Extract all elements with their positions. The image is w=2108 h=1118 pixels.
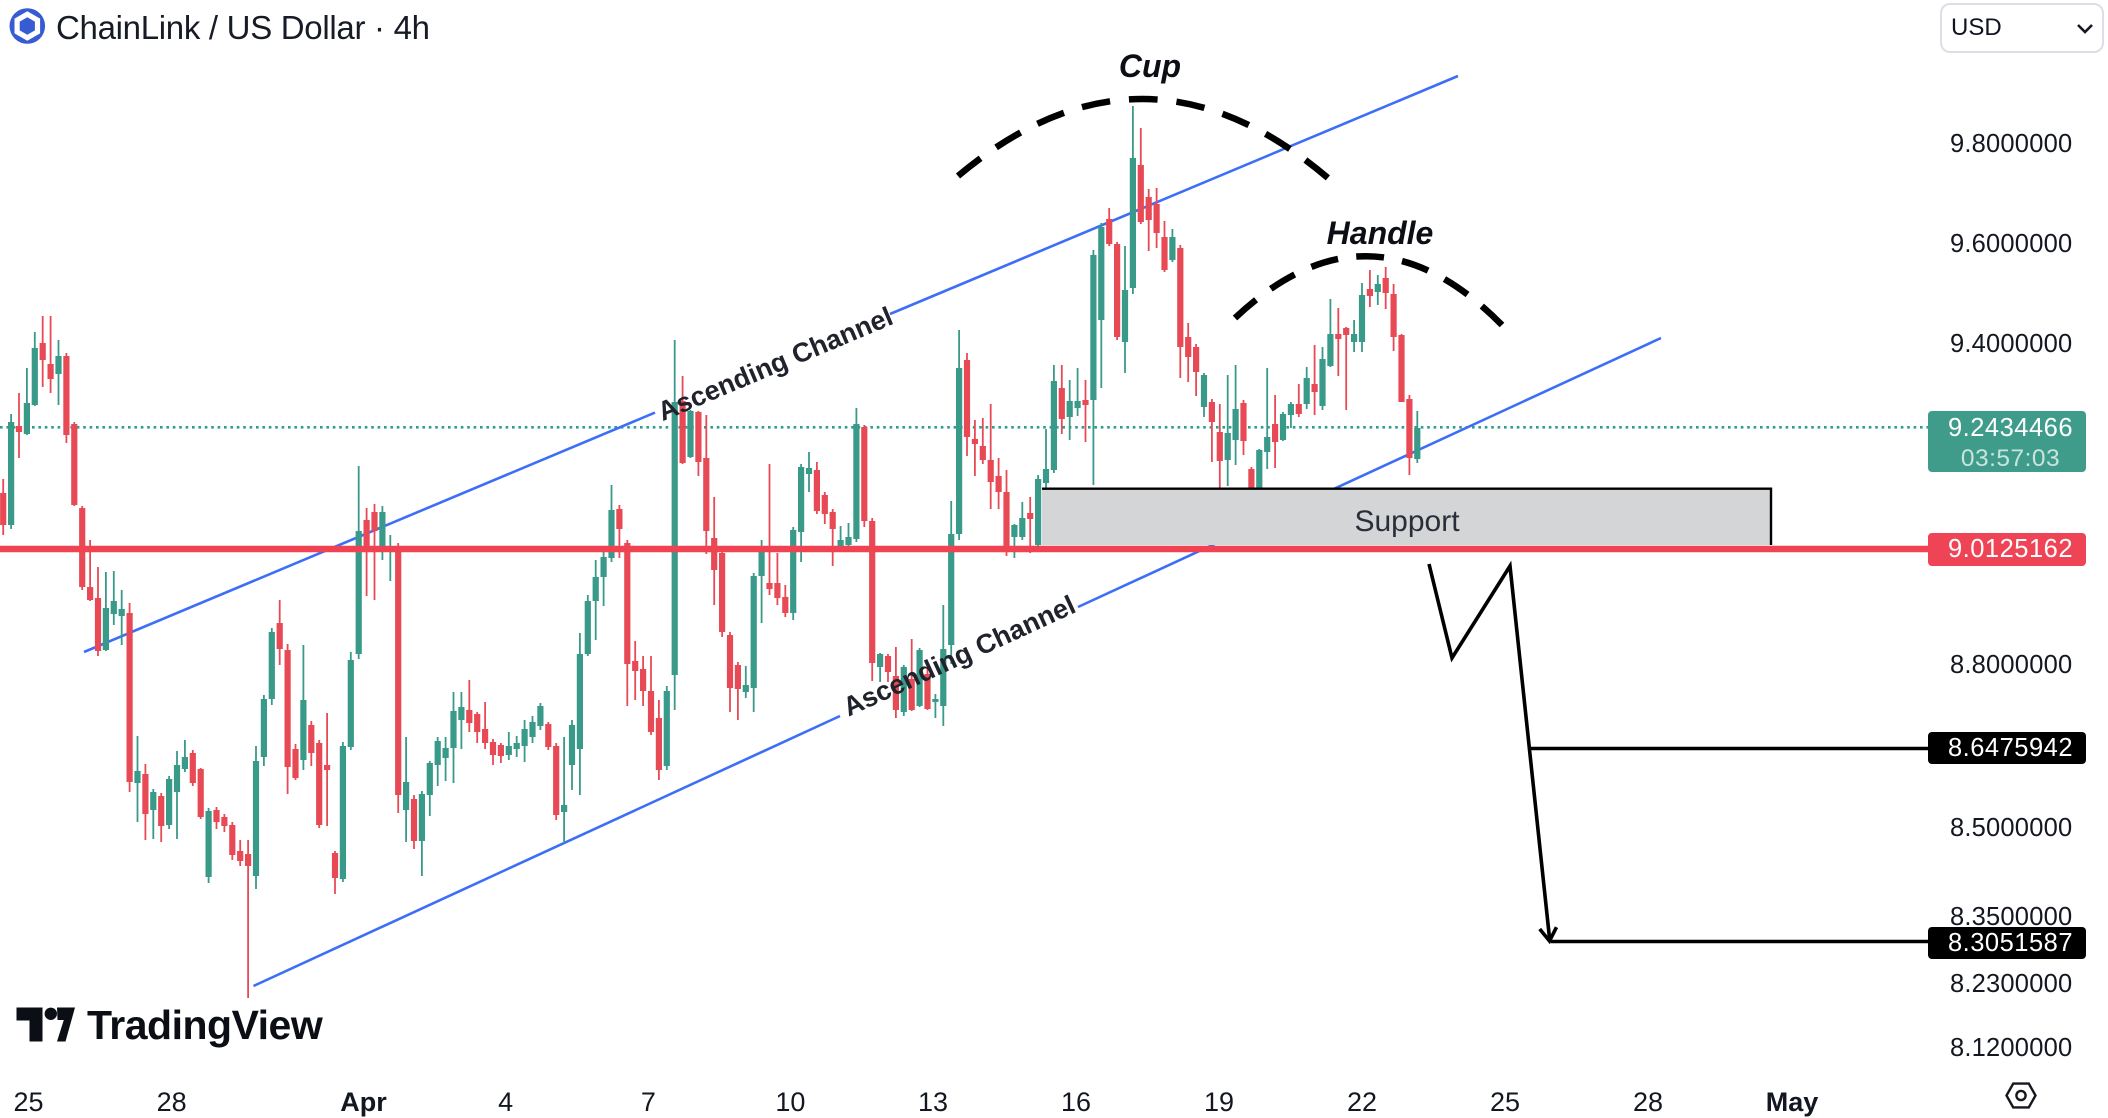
svg-text:Cup: Cup [1119, 48, 1181, 84]
svg-text:Handle: Handle [1327, 215, 1434, 251]
svg-text:Support: Support [1354, 505, 1460, 538]
svg-text:Ascending Channel: Ascending Channel [653, 301, 897, 427]
